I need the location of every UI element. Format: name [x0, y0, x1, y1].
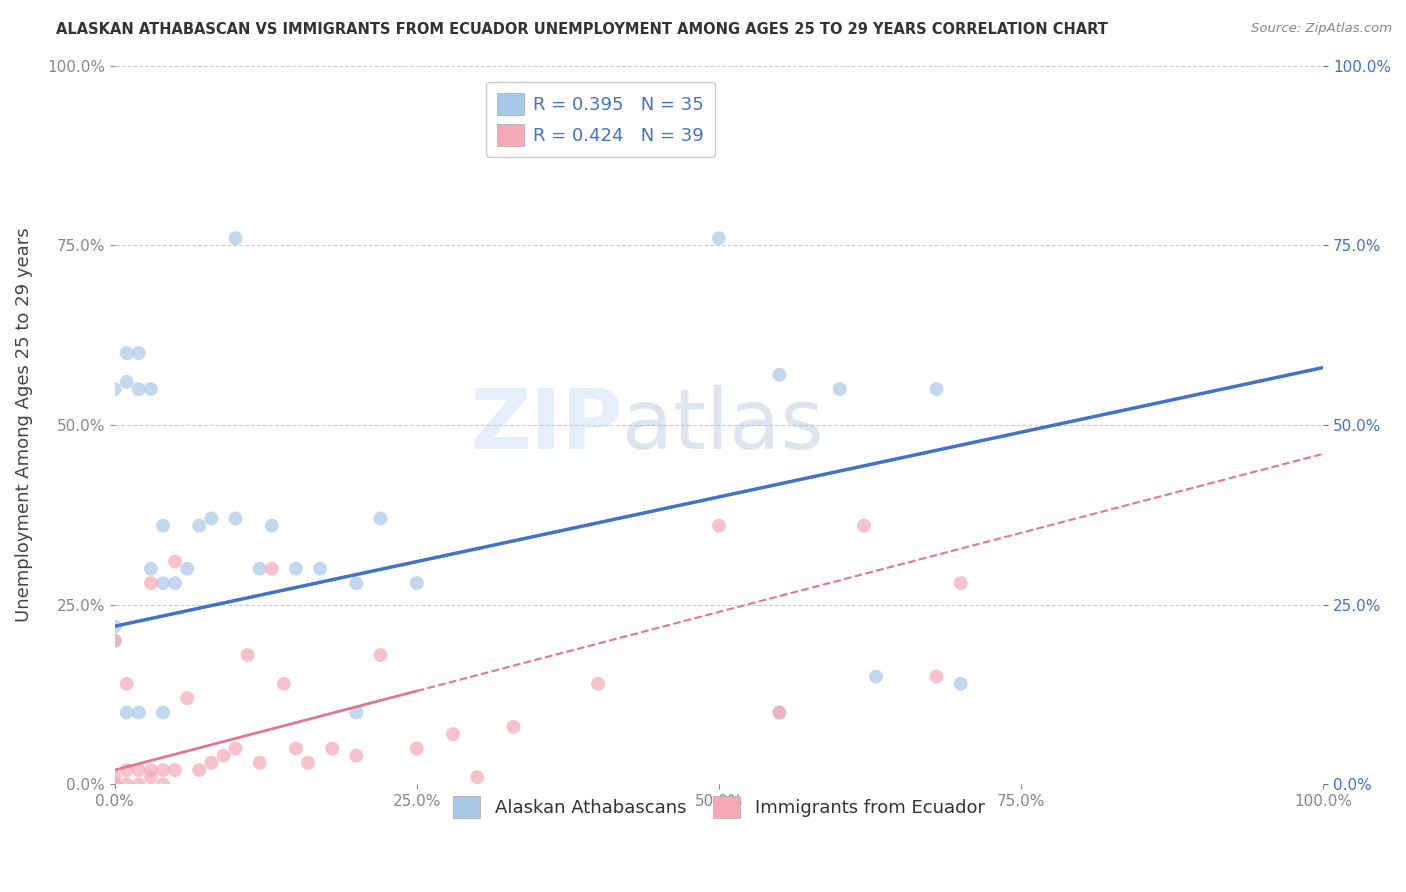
Point: [260, 518, 283, 533]
Point: [309, 562, 332, 576]
Y-axis label: Unemployment Among Ages 25 to 29 years: Unemployment Among Ages 25 to 29 years: [15, 227, 32, 623]
Point: [139, 576, 162, 591]
Point: [163, 555, 186, 569]
Point: [224, 741, 246, 756]
Point: [949, 677, 972, 691]
Point: [152, 576, 174, 591]
Point: [224, 231, 246, 245]
Text: ALASKAN ATHABASCAN VS IMMIGRANTS FROM ECUADOR UNEMPLOYMENT AMONG AGES 25 TO 29 Y: ALASKAN ATHABASCAN VS IMMIGRANTS FROM EC…: [56, 22, 1108, 37]
Point: [115, 777, 138, 791]
Point: [128, 777, 150, 791]
Point: [224, 511, 246, 525]
Point: [176, 562, 198, 576]
Point: [104, 633, 127, 648]
Point: [370, 511, 392, 525]
Point: [925, 382, 948, 396]
Point: [115, 677, 138, 691]
Point: [284, 562, 307, 576]
Legend: Alaskan Athabascans, Immigrants from Ecuador: Alaskan Athabascans, Immigrants from Ecu…: [446, 789, 993, 826]
Point: [139, 770, 162, 784]
Point: [200, 511, 222, 525]
Point: [139, 763, 162, 777]
Point: [200, 756, 222, 770]
Text: Source: ZipAtlas.com: Source: ZipAtlas.com: [1251, 22, 1392, 36]
Point: [465, 770, 488, 784]
Point: [405, 576, 427, 591]
Point: [104, 770, 127, 784]
Text: atlas: atlas: [623, 384, 824, 466]
Point: [828, 382, 851, 396]
Point: [152, 777, 174, 791]
Point: [344, 706, 367, 720]
Point: [249, 756, 271, 770]
Point: [152, 763, 174, 777]
Point: [502, 720, 524, 734]
Text: ZIP: ZIP: [470, 384, 623, 466]
Point: [707, 518, 730, 533]
Point: [139, 562, 162, 576]
Point: [152, 706, 174, 720]
Point: [344, 748, 367, 763]
Point: [163, 576, 186, 591]
Point: [949, 576, 972, 591]
Point: [321, 741, 343, 756]
Point: [768, 706, 790, 720]
Point: [260, 562, 283, 576]
Point: [236, 648, 259, 662]
Point: [249, 562, 271, 576]
Point: [441, 727, 464, 741]
Point: [865, 670, 887, 684]
Point: [128, 706, 150, 720]
Point: [707, 231, 730, 245]
Point: [586, 677, 609, 691]
Point: [768, 368, 790, 382]
Point: [128, 763, 150, 777]
Point: [104, 777, 127, 791]
Point: [128, 346, 150, 360]
Point: [344, 576, 367, 591]
Point: [370, 648, 392, 662]
Point: [176, 691, 198, 706]
Point: [115, 763, 138, 777]
Point: [852, 518, 875, 533]
Point: [104, 619, 127, 633]
Point: [405, 741, 427, 756]
Point: [188, 763, 211, 777]
Point: [115, 706, 138, 720]
Point: [212, 748, 235, 763]
Point: [128, 382, 150, 396]
Point: [768, 706, 790, 720]
Point: [925, 670, 948, 684]
Point: [152, 518, 174, 533]
Point: [163, 763, 186, 777]
Point: [297, 756, 319, 770]
Point: [104, 382, 127, 396]
Point: [284, 741, 307, 756]
Point: [104, 633, 127, 648]
Point: [139, 382, 162, 396]
Point: [273, 677, 295, 691]
Point: [115, 346, 138, 360]
Point: [115, 375, 138, 389]
Point: [188, 518, 211, 533]
